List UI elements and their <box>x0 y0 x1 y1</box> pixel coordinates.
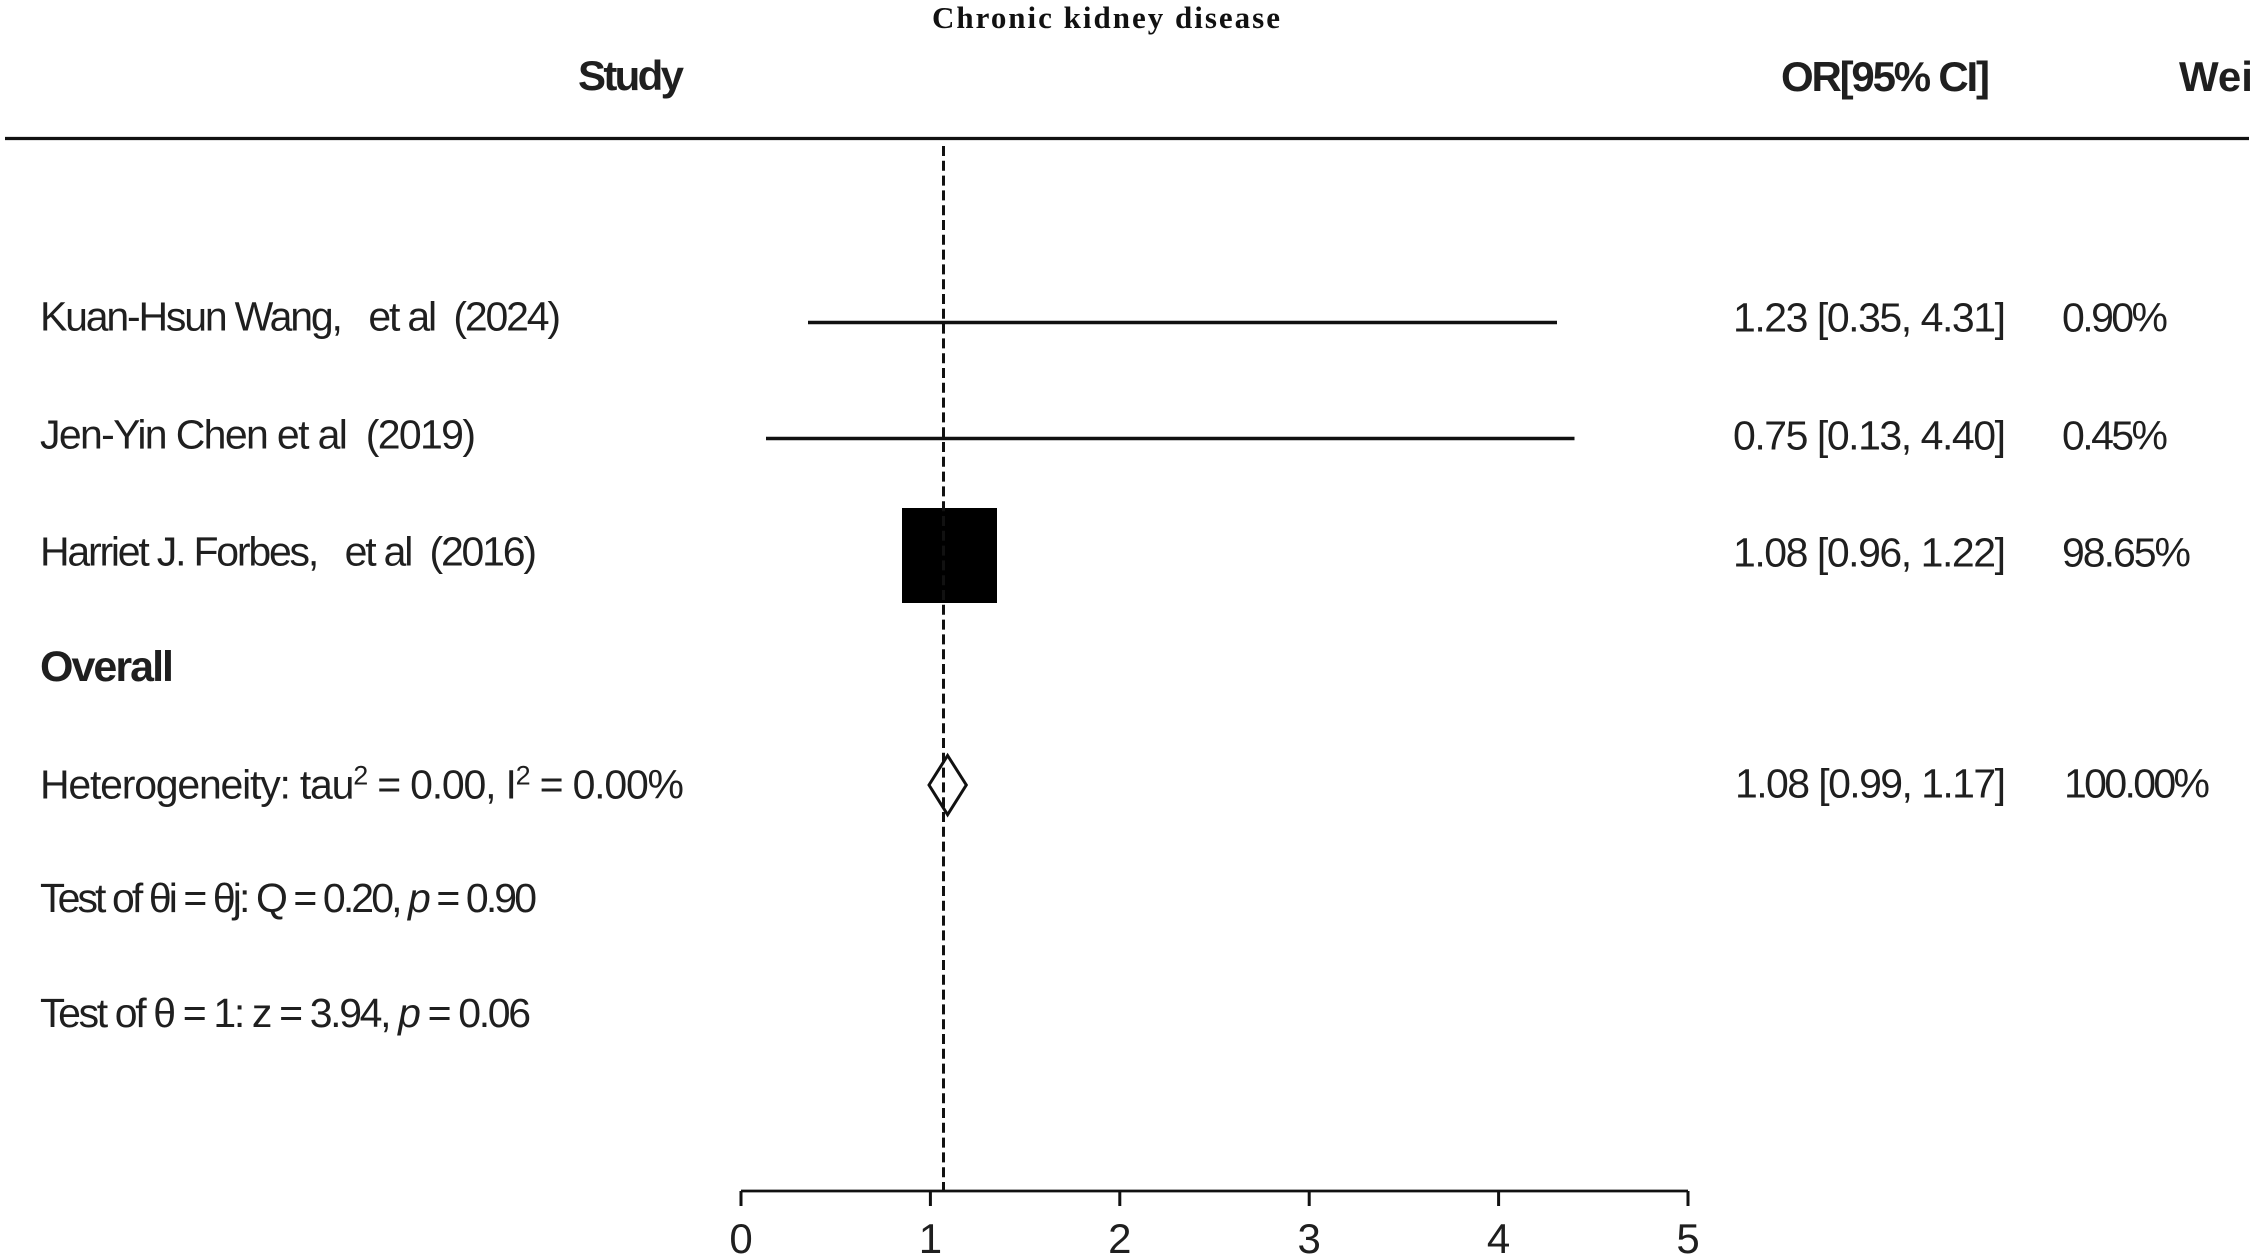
svg-text:98.65%: 98.65% <box>2062 530 2191 576</box>
svg-text:Overall: Overall <box>40 643 174 691</box>
svg-text:Study: Study <box>578 52 685 99</box>
svg-text:1: 1 <box>919 1215 942 1259</box>
svg-text:Kuan-Hsun Wang, et al (2024: Kuan-Hsun Wang, et al (2024) <box>40 294 561 340</box>
svg-text:1.23 [0.35, 4.31]: 1.23 [0.35, 4.31] <box>1733 295 2006 341</box>
svg-text:1.08 [0.96, 1.22]: 1.08 [0.96, 1.22] <box>1733 530 2006 576</box>
svg-text:Heterogeneity: tau2 = 0.00, I2: Heterogeneity: tau2 = 0.00, I2 = 0.00% <box>40 761 684 808</box>
svg-text:Chronic kidney disease: Chronic kidney disease <box>932 0 1280 35</box>
svg-text:3: 3 <box>1298 1215 1321 1259</box>
svg-text:0.90%: 0.90% <box>2062 295 2168 341</box>
svg-text:Harriet J. Forbes, et al (2: Harriet J. Forbes, et al (2016) <box>40 529 537 575</box>
svg-text:Test of θ = 1: z = 3.94, p = 0: Test of θ = 1: z = 3.94, p = 0.06 <box>40 990 531 1036</box>
svg-text:5: 5 <box>1676 1215 1699 1259</box>
svg-text:OR[95% CI]: OR[95% CI] <box>1781 53 1990 100</box>
svg-text:Weight: Weight <box>2179 53 2253 100</box>
svg-text:4: 4 <box>1487 1215 1510 1259</box>
svg-text:0: 0 <box>729 1215 752 1259</box>
svg-text:0.75 [0.13, 4.40]: 0.75 [0.13, 4.40] <box>1733 413 2006 459</box>
svg-text:1.08 [0.99, 1.17]: 1.08 [0.99, 1.17] <box>1735 761 2006 807</box>
svg-text:Jen-Yin Chen et al (2019): Jen-Yin Chen et al (2019) <box>40 412 476 458</box>
svg-text:Test of θi = θj: Q = 0.20, p =: Test of θi = θj: Q = 0.20, p = 0.90 <box>40 875 537 921</box>
svg-text:0.45%: 0.45% <box>2062 413 2168 459</box>
svg-text:2: 2 <box>1108 1215 1131 1259</box>
svg-text:100.00%: 100.00% <box>2064 761 2210 807</box>
